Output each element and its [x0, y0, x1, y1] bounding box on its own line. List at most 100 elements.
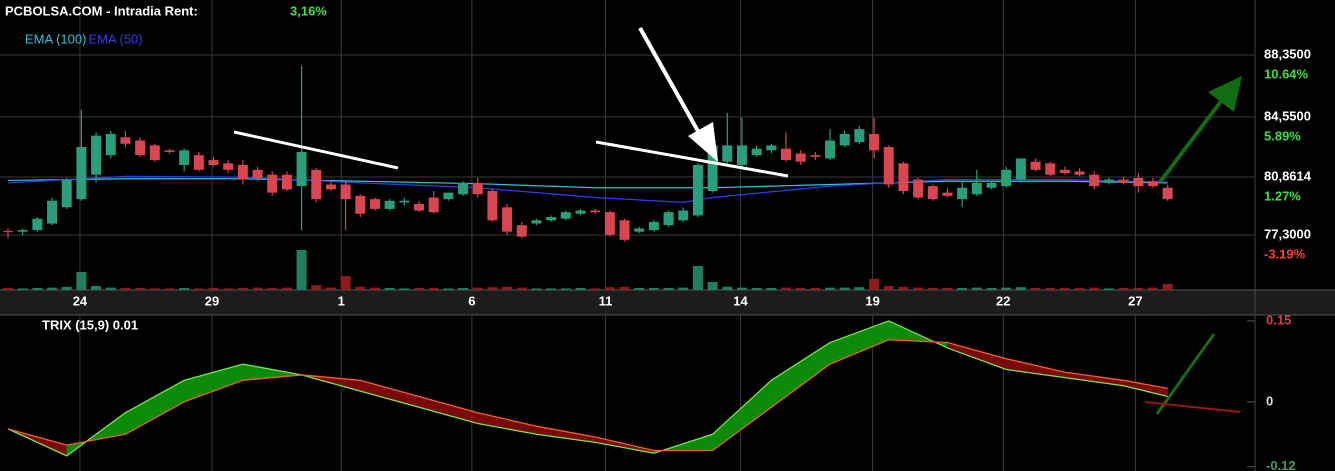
candle-body [634, 228, 645, 232]
candle-body [780, 148, 791, 161]
volume-bar [149, 288, 160, 290]
y-tick-label: -0.12 [1266, 458, 1296, 471]
candle-body [1015, 158, 1026, 180]
arrow-head [688, 122, 718, 162]
candle-body [736, 145, 747, 165]
arrow [1155, 333, 1216, 415]
candle-body [458, 182, 469, 195]
candle-body [149, 145, 160, 161]
trend-line [595, 140, 789, 178]
volume-bar [560, 288, 571, 290]
candle-body [355, 195, 366, 214]
candle-body [487, 190, 498, 221]
volume-bar [722, 286, 733, 290]
volume-bar [1059, 288, 1070, 290]
volume-bar [32, 288, 43, 290]
candle-body [325, 184, 336, 190]
candle-body [546, 217, 557, 221]
candle-body [1001, 169, 1012, 187]
percent-label: 5.89% [1264, 128, 1301, 143]
volume-bar [678, 287, 689, 290]
y-tick-label: 84,5500 [1264, 108, 1311, 123]
volume-bar [384, 288, 395, 290]
candle-body [472, 182, 483, 195]
candle-body [135, 140, 146, 156]
arrow [638, 27, 705, 141]
candle-body [3, 230, 14, 232]
legend-entry: EMA (50) [88, 31, 142, 46]
percent-label: 10.64% [1264, 66, 1309, 81]
volume-bar [913, 287, 924, 290]
candle-body [604, 212, 615, 235]
volume-bar [707, 282, 718, 290]
candle-body [193, 155, 204, 170]
candle-body [32, 218, 43, 231]
volume-bar [1162, 284, 1173, 290]
volume-bar [546, 288, 557, 290]
candle-body [795, 153, 806, 162]
volume-bar [193, 288, 204, 290]
candle-body [839, 134, 850, 146]
candle-body [957, 187, 968, 200]
candle-body [825, 140, 836, 159]
candle-body [898, 163, 909, 191]
candle-body [810, 155, 821, 157]
volume-bar [91, 286, 102, 290]
x-tick-label: 27 [1128, 293, 1142, 308]
volume-bar [281, 287, 292, 290]
candle-body [1133, 177, 1144, 187]
rent-value: 3,16% [290, 3, 327, 18]
arrow-head [1208, 76, 1242, 112]
volume-bar [179, 288, 190, 290]
volume-bar [472, 287, 483, 290]
candle-body [120, 137, 131, 144]
volume-bar [810, 288, 821, 290]
candle-body [1118, 179, 1129, 183]
candle-body [531, 220, 542, 224]
legend-entry: EMA (100) [25, 31, 86, 46]
volume-bar [1089, 287, 1100, 290]
x-tick-label: 22 [996, 293, 1010, 308]
indicator-line [7, 320, 1168, 457]
candle-body [516, 225, 527, 237]
volume-bar [399, 288, 410, 290]
candle-body [267, 174, 278, 193]
volume-bar [590, 288, 601, 290]
volume-bar [634, 288, 645, 290]
ema-line [7, 175, 1168, 204]
candle-body [105, 134, 116, 156]
candle-body [575, 210, 586, 214]
volume-bar [47, 287, 58, 290]
candle-body [927, 186, 938, 200]
candle-body [61, 179, 72, 208]
volume-bar [825, 287, 836, 290]
volume-bar [340, 276, 351, 290]
volume-bar [105, 287, 116, 290]
candle-body [1074, 171, 1085, 175]
candle-body [663, 212, 674, 226]
annotations [233, 27, 1242, 415]
percent-label: 1.27% [1264, 188, 1301, 203]
candle-body [1162, 187, 1173, 200]
percent-label: -3.19% [1264, 246, 1306, 261]
volume-bar [854, 287, 865, 290]
volume-bar [414, 288, 425, 290]
x-tick-label: 11 [599, 293, 613, 308]
candle-body [883, 147, 894, 185]
candle-body [751, 148, 762, 156]
candle-body [47, 200, 58, 224]
volume-bar [3, 288, 14, 290]
candle-body [619, 220, 630, 240]
candle-body [281, 174, 292, 190]
candle-body [164, 150, 175, 152]
y-tick-label: 88,3500 [1264, 46, 1311, 61]
candle-body [986, 182, 997, 188]
volume-bar [648, 288, 659, 290]
volume-bar [369, 287, 380, 290]
volume-bar [1001, 287, 1012, 290]
candle-body [91, 135, 102, 175]
volume-bar [531, 288, 542, 290]
candle-body [399, 200, 410, 203]
